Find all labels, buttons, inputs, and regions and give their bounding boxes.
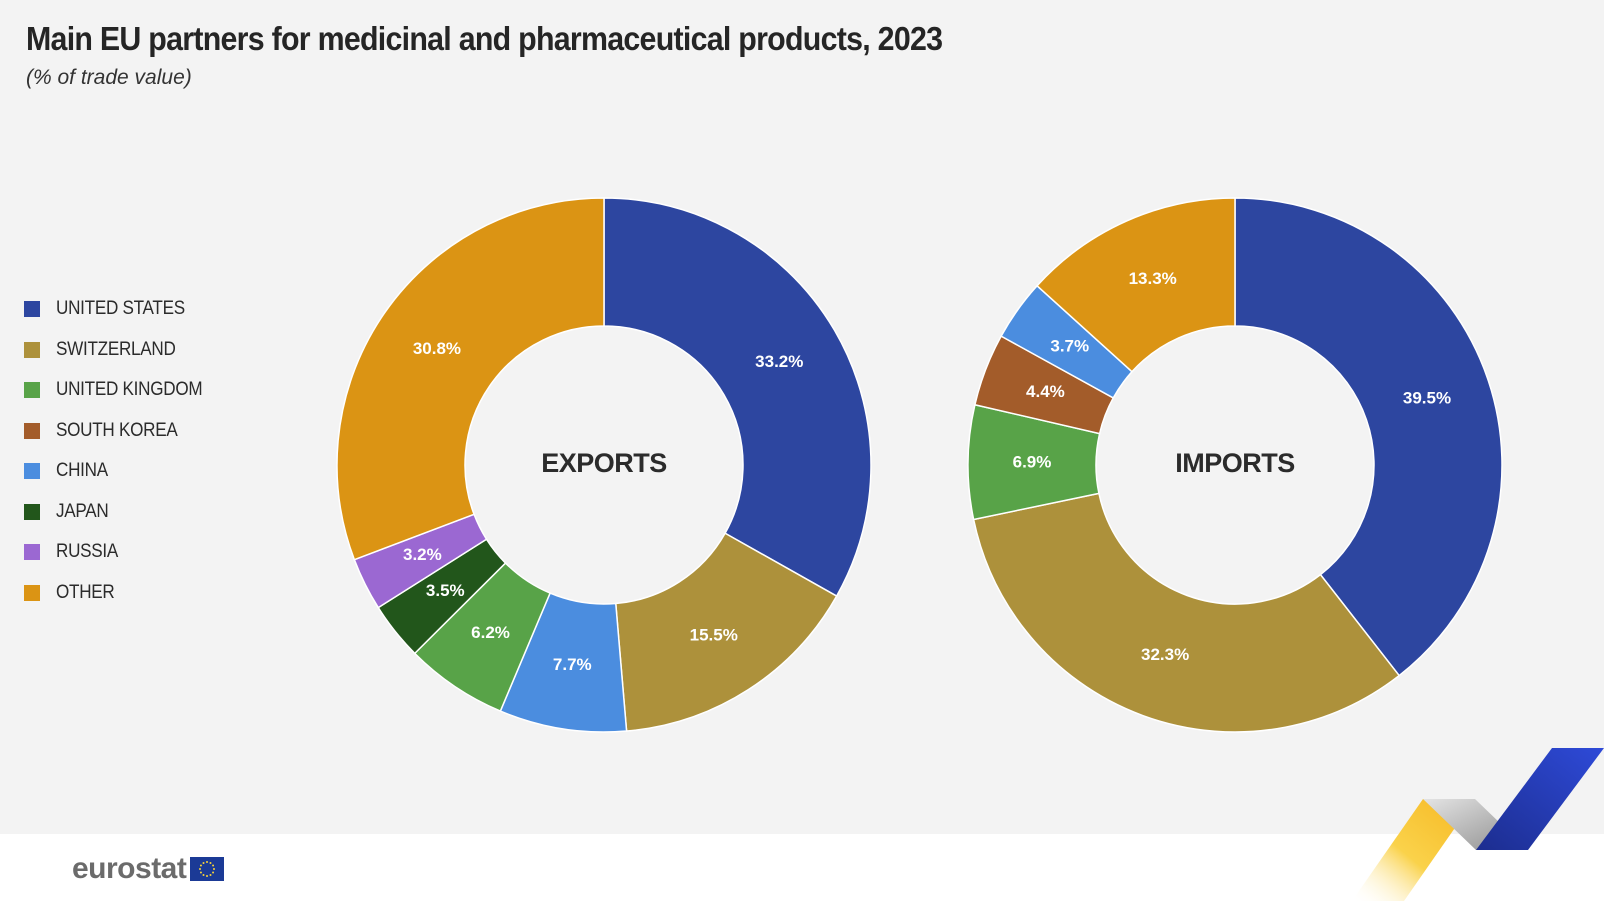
imports-label-united-states: 39.5% xyxy=(1403,388,1451,407)
legend-swatch xyxy=(24,544,40,560)
flag-star xyxy=(202,874,205,877)
exports-label-china: 7.7% xyxy=(553,655,592,674)
legend-label: CHINA xyxy=(56,460,108,481)
ribbon-blue xyxy=(1476,748,1604,850)
flag-star xyxy=(209,861,212,864)
flag-star xyxy=(202,861,205,864)
legend-swatch xyxy=(24,503,40,520)
imports-slice-other xyxy=(1036,197,1236,373)
footer-band xyxy=(0,834,1604,901)
legend-label: UNITED KINGDOM xyxy=(56,379,203,400)
legend-label: SOUTH KOREA xyxy=(56,419,178,441)
legend-item-united-states: UNITED STATES xyxy=(24,298,219,320)
chart-title: Main EU partners for medicinal and pharm… xyxy=(26,20,943,57)
legend-swatch xyxy=(24,382,40,398)
legend-item-japan: JAPAN xyxy=(24,501,219,523)
flag-star xyxy=(212,864,215,867)
legend-item-switzerland: SWITZERLAND xyxy=(24,339,219,361)
exports-label-united-kingdom: 6.2% xyxy=(471,623,510,642)
imports-label-china: 3.7% xyxy=(1050,337,1089,356)
flag-star xyxy=(213,868,216,870)
exports-slice-united-states xyxy=(603,197,872,598)
legend-swatch xyxy=(24,301,40,317)
imports-slice-switzerland xyxy=(972,492,1401,733)
flag-star xyxy=(200,871,203,874)
legend-label: SWITZERLAND xyxy=(56,338,176,360)
legend-label: UNITED STATES xyxy=(56,298,185,319)
exports-donut-chart: 33.2% 15.5% 7.7% 6.2% 3.5% 3.2% 30.8% EXPORTS xyxy=(336,197,872,733)
legend-swatch xyxy=(24,463,40,479)
eurostat-logo: eurostat xyxy=(72,852,225,886)
flag-star xyxy=(200,864,203,867)
eu-flag-icon xyxy=(190,857,225,881)
chart-subtitle: (% of trade value) xyxy=(26,66,192,89)
exports-label-japan: 3.5% xyxy=(426,581,465,600)
legend-swatch xyxy=(24,584,40,601)
legend-label: JAPAN xyxy=(56,500,109,522)
flag-star xyxy=(199,868,202,870)
legend-label: RUSSIA xyxy=(56,541,119,562)
ribbon-yellow xyxy=(1352,799,1475,901)
imports-label-south-korea: 4.4% xyxy=(1026,382,1065,401)
exports-slice-switzerland xyxy=(614,532,838,732)
imports-slice-united-states xyxy=(1234,197,1503,677)
legend-label: OTHER xyxy=(56,581,115,603)
imports-center-label: IMPORTS xyxy=(1175,448,1295,478)
flag-star xyxy=(206,875,209,877)
exports-slice-other xyxy=(336,197,605,561)
legend-item-other: OTHER xyxy=(24,582,219,604)
exports-label-other: 30.8% xyxy=(413,339,461,358)
exports-label-united-states: 33.2% xyxy=(755,352,803,371)
legend-item-south-korea: SOUTH KOREA xyxy=(24,420,219,442)
imports-label-switzerland: 32.3% xyxy=(1141,645,1189,664)
flag-star xyxy=(212,871,215,874)
exports-label-russia: 3.2% xyxy=(403,545,442,564)
legend-item-china: CHINA xyxy=(24,460,219,482)
imports-label-united-kingdom: 6.9% xyxy=(1013,452,1052,471)
flag-background xyxy=(190,857,225,881)
imports-label-other: 13.3% xyxy=(1129,269,1177,288)
legend-swatch xyxy=(24,422,40,439)
exports-center-label: EXPORTS xyxy=(541,448,667,478)
flag-star xyxy=(206,861,209,863)
legend-swatch xyxy=(24,341,40,358)
logo-text: eurostat xyxy=(72,852,187,885)
legend-item-united-kingdom: UNITED KINGDOM xyxy=(24,379,219,401)
legend-item-russia: RUSSIA xyxy=(24,541,219,563)
legend: UNITED STATES SWITZERLAND UNITED KINGDOM… xyxy=(24,298,219,622)
exports-label-switzerland: 15.5% xyxy=(690,625,738,644)
imports-donut-chart: 39.5% 32.3% 6.9% 4.4% 3.7% 13.3% IMPORTS xyxy=(967,197,1503,733)
flag-star xyxy=(209,874,212,877)
